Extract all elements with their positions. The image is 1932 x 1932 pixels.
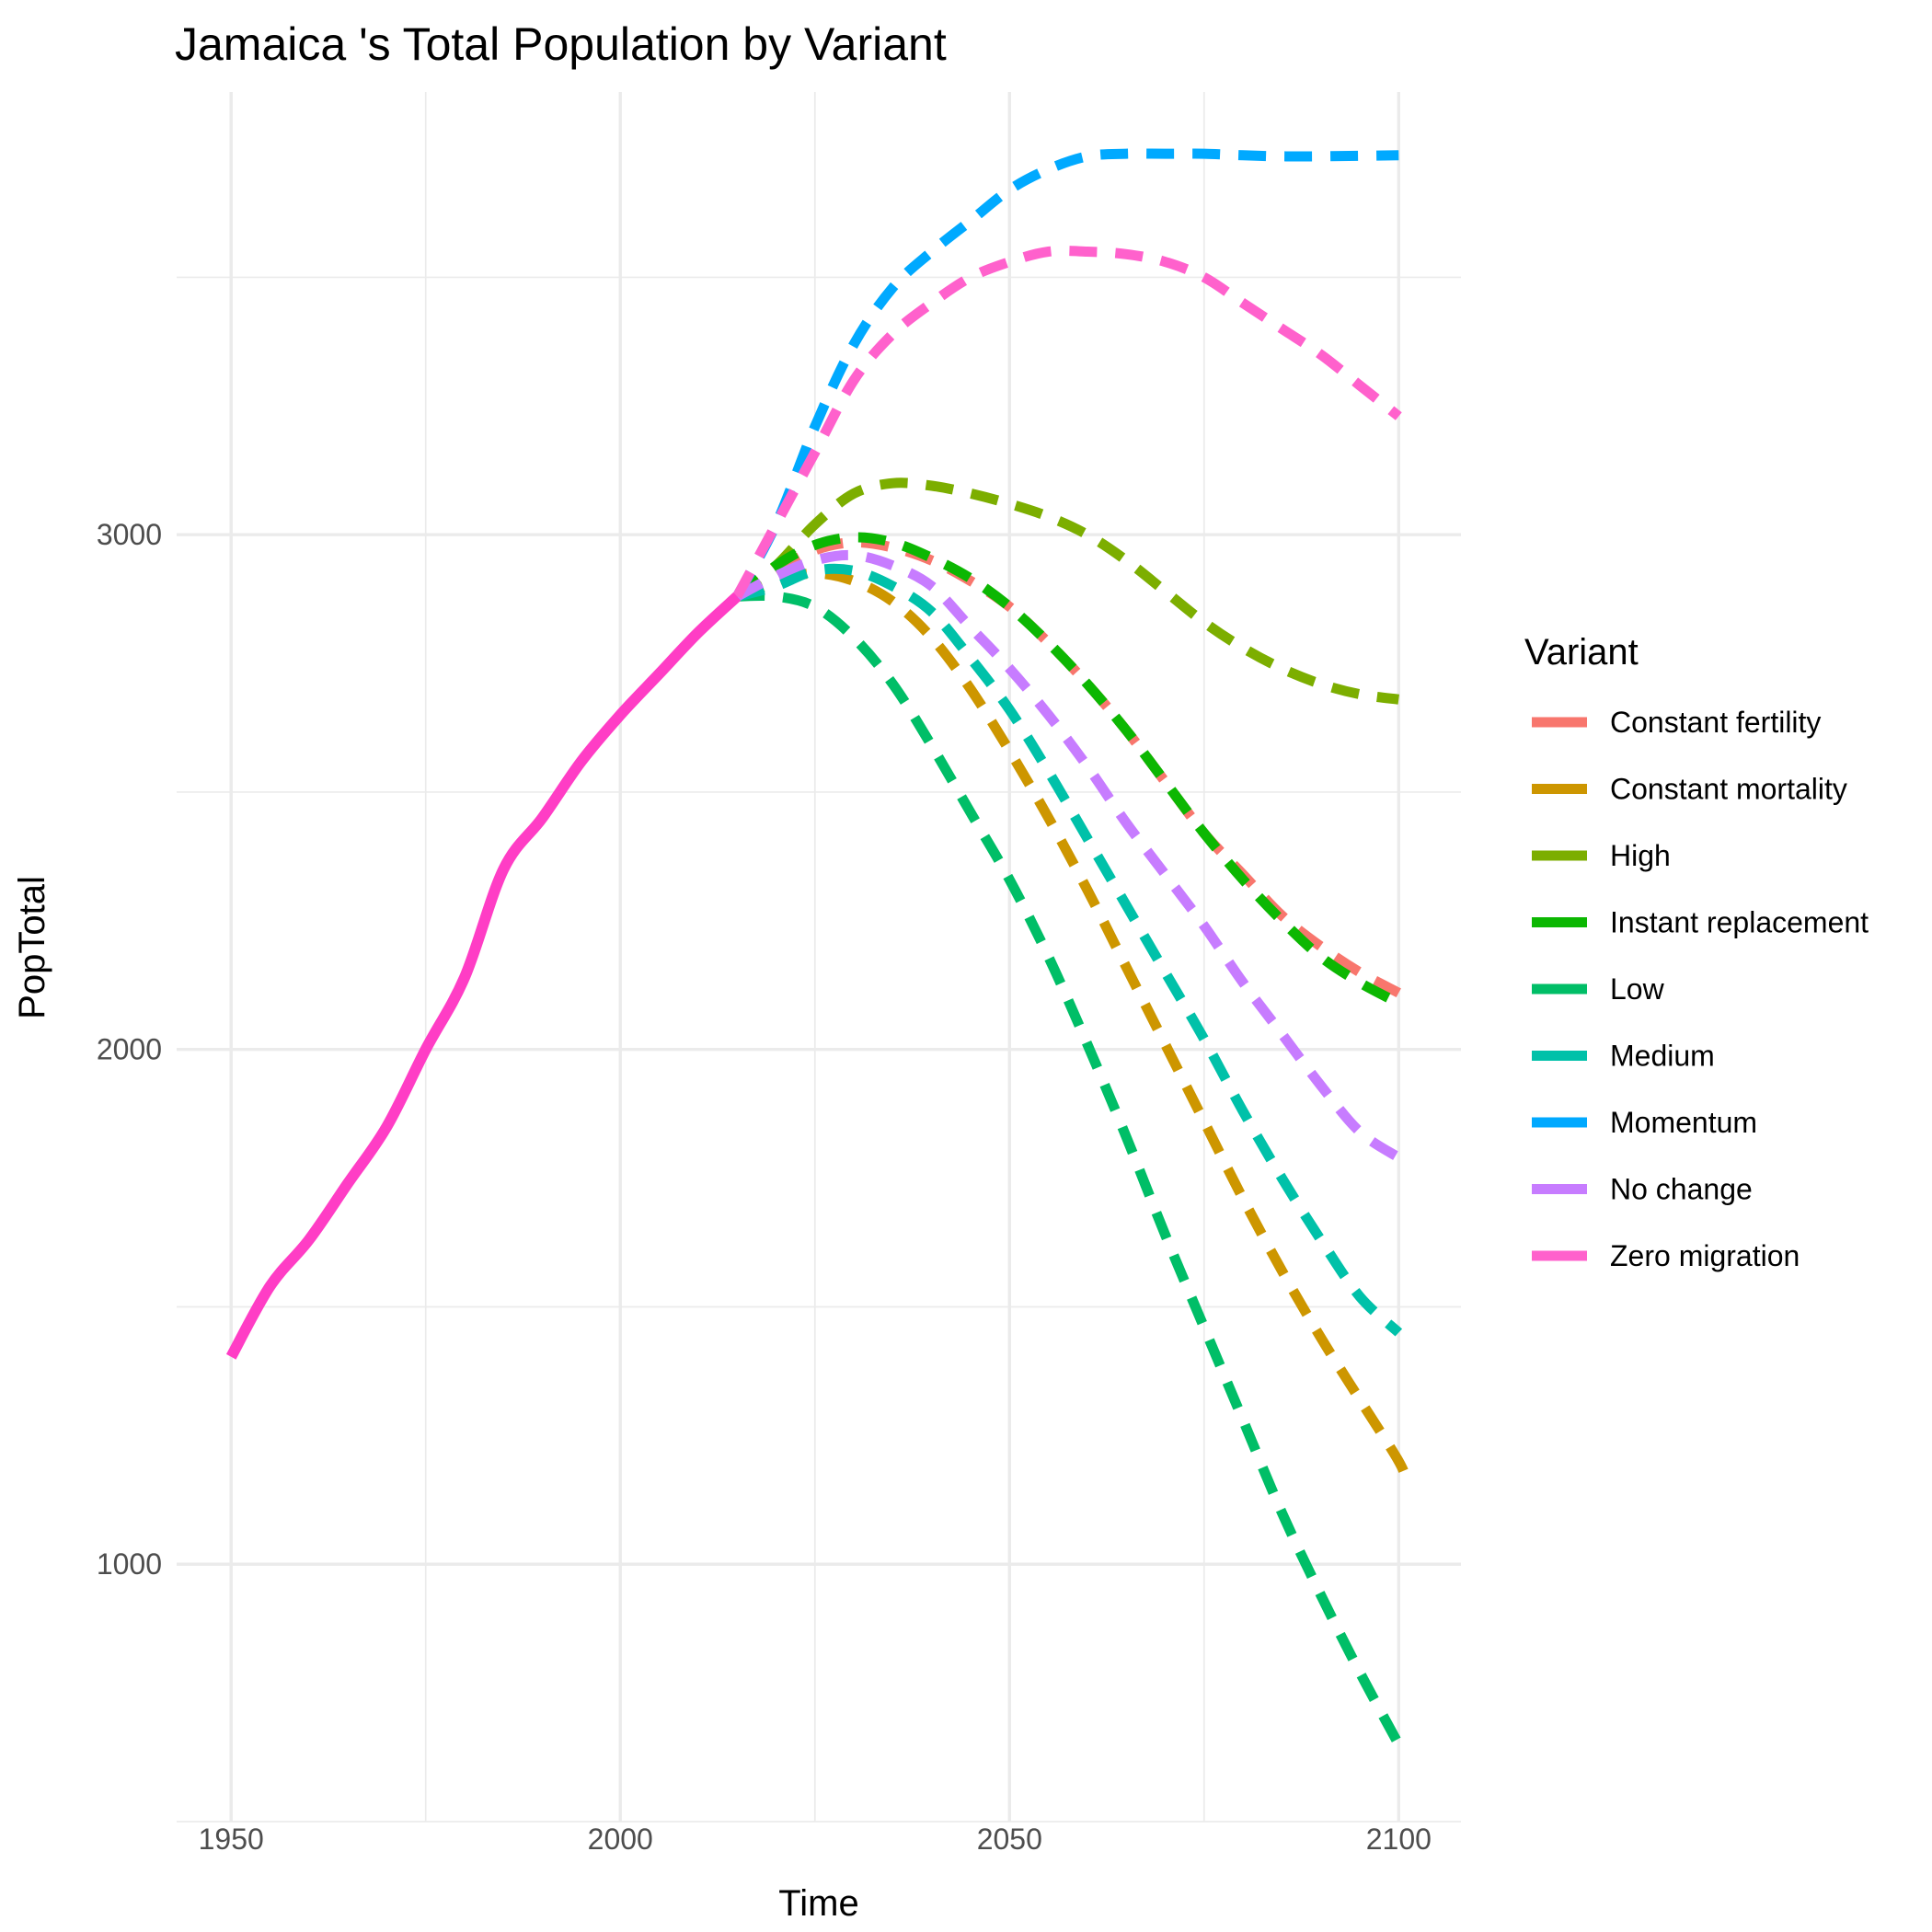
series-line-low bbox=[737, 591, 1404, 1747]
series-line-constant-mortality bbox=[735, 568, 1412, 1484]
x-tick-label: 2000 bbox=[588, 1823, 653, 1856]
y-axis-ticks: 1000 2000 3000 bbox=[97, 518, 162, 1581]
historical-line bbox=[225, 592, 742, 1360]
series-line-no-change bbox=[734, 549, 1402, 1162]
y-tick-label: 1000 bbox=[97, 1547, 162, 1581]
y-tick-label: 2000 bbox=[97, 1033, 162, 1066]
legend-label-momentum: Momentum bbox=[1610, 1106, 1757, 1139]
series-line-high bbox=[733, 477, 1400, 705]
plot-panel bbox=[177, 92, 1461, 1823]
legend-label-high: High bbox=[1610, 839, 1671, 872]
legend-items: Constant fertility Constant mortality High… bbox=[1532, 706, 1869, 1272]
x-axis-ticks: 1950 2000 2050 2100 bbox=[199, 1823, 1432, 1856]
series-line-constant-fertility bbox=[734, 537, 1401, 998]
legend-label-low: Low bbox=[1610, 972, 1665, 1006]
grid-major bbox=[177, 92, 1461, 1822]
chart-title: Jamaica 's Total Population by Variant bbox=[175, 18, 947, 70]
x-tick-label: 2100 bbox=[1366, 1823, 1432, 1856]
legend: Variant Constant fertility Constant morta… bbox=[1524, 632, 1869, 1272]
legend-label-zero-migration: Zero migration bbox=[1610, 1239, 1800, 1272]
grid-minor bbox=[177, 92, 1461, 1823]
legend-label-instant-replacement: Instant replacement bbox=[1610, 906, 1869, 939]
legend-label-constant-fertility: Constant fertility bbox=[1610, 706, 1821, 739]
x-tick-label: 2050 bbox=[977, 1823, 1042, 1856]
legend-title: Variant bbox=[1524, 632, 1639, 673]
legend-label-constant-mortality: Constant mortality bbox=[1610, 773, 1847, 806]
series-group bbox=[225, 148, 1412, 1747]
x-axis-title: Time bbox=[778, 1883, 858, 1924]
y-tick-label: 3000 bbox=[97, 518, 162, 551]
series-line-instant-replacement bbox=[733, 532, 1401, 1008]
legend-label-medium: Medium bbox=[1610, 1040, 1715, 1073]
legend-label-no-change: No change bbox=[1610, 1173, 1753, 1206]
x-tick-label: 1950 bbox=[199, 1823, 264, 1856]
series-line-medium bbox=[735, 563, 1403, 1337]
series-line-zero-migration bbox=[732, 246, 1402, 599]
y-axis-title: PopTotal bbox=[12, 876, 52, 1019]
